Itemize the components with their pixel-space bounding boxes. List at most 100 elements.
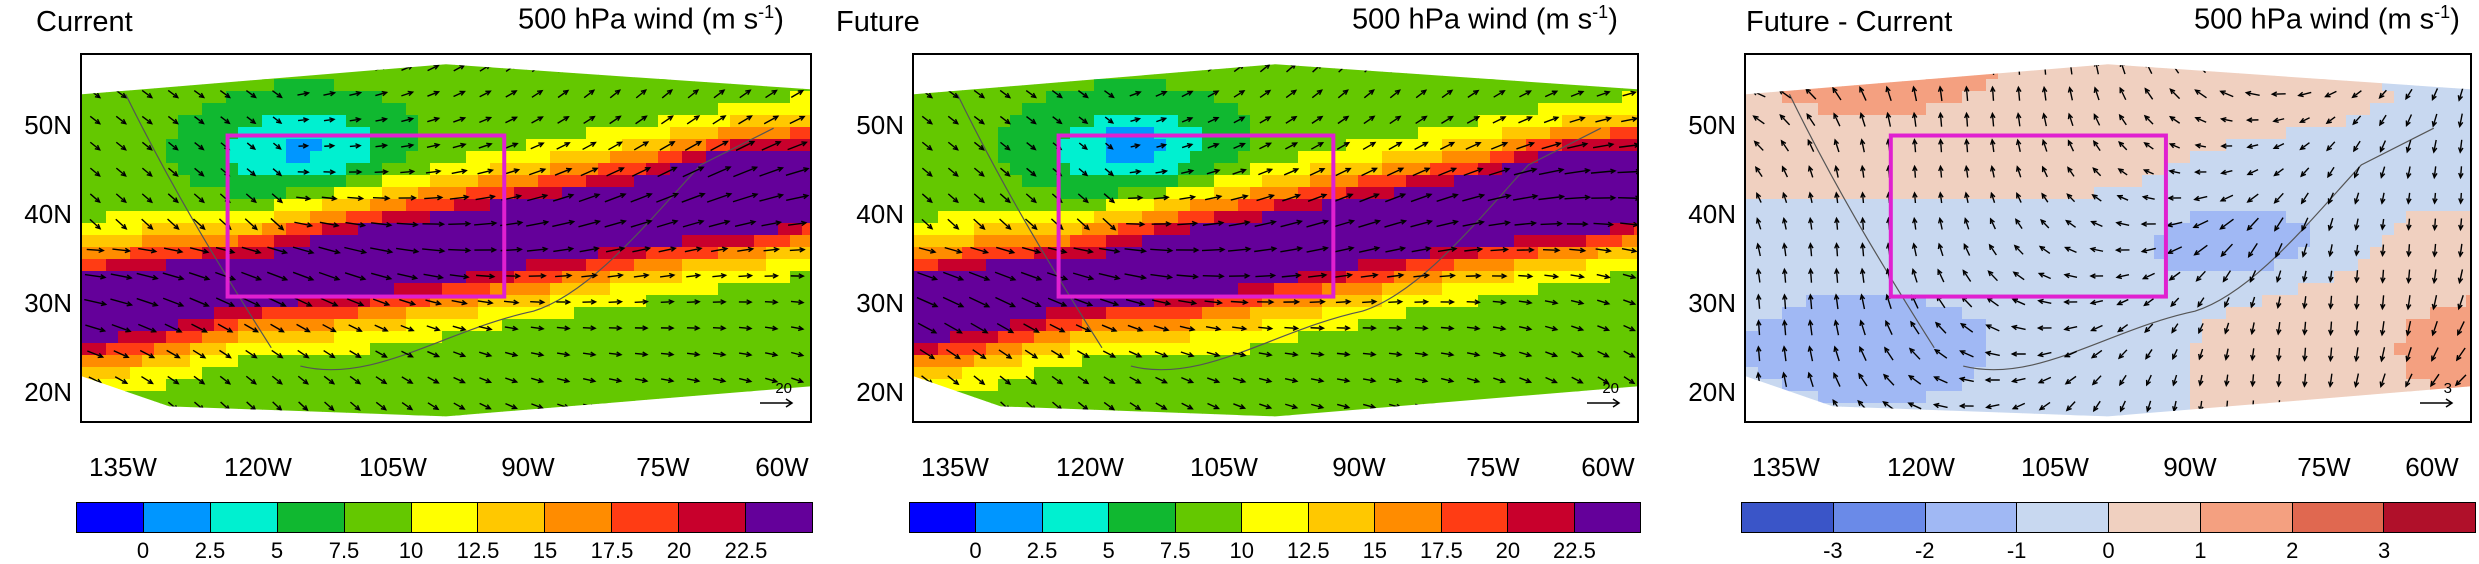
colorbar-swatch (976, 503, 1042, 532)
lon-label: 105W (2010, 452, 2100, 483)
colorbar-wind (909, 502, 1641, 533)
lon-label: 105W (1179, 452, 1269, 483)
filled-contours (82, 55, 810, 421)
lat-label: 50N (842, 110, 904, 141)
colorbar-swatch (1834, 503, 1926, 532)
lon-label: 60W (2387, 452, 2477, 483)
map-difference: 3 (1744, 53, 2472, 423)
panel-subtitle: 500 hPa wind (m s-1) (518, 2, 784, 37)
lat-label: 30N (10, 288, 72, 319)
colorbar-tick-label: 12.5 (448, 538, 508, 564)
colorbar-swatch (1442, 503, 1508, 532)
map-current: 20 (80, 53, 812, 423)
lon-label: 135W (910, 452, 1000, 483)
panel-title: Current (36, 6, 133, 39)
colorbar-tick-label: 7.5 (1145, 538, 1205, 564)
lon-label: 60W (737, 452, 827, 483)
colorbar-tick-label: 0 (946, 538, 1006, 564)
panel-difference: Future - Current 500 hPa wind (m s-1) 3 … (1652, 0, 2479, 561)
colorbar-swatch (2109, 503, 2201, 532)
panel-title: Future - Current (1746, 6, 1952, 39)
colorbar-swatch (77, 503, 144, 532)
lon-label: 75W (2279, 452, 2369, 483)
colorbar-tick-label: 17.5 (1411, 538, 1471, 564)
reference-vector-label: 20 (775, 380, 792, 397)
colorbar-wind (76, 502, 813, 533)
lon-label: 135W (1741, 452, 1831, 483)
colorbar-swatch (2384, 503, 2475, 532)
lat-label: 40N (1674, 199, 1736, 230)
colorbar-tick-label: -1 (1987, 538, 2047, 564)
colorbar-swatch (910, 503, 976, 532)
colorbar-tick-label: 2.5 (180, 538, 240, 564)
colorbar-tick-label: 2.5 (1012, 538, 1072, 564)
colorbar-tick-label: 17.5 (582, 538, 642, 564)
colorbar-swatch (1575, 503, 1640, 532)
colorbar-swatch (612, 503, 679, 532)
lon-label: 60W (1563, 452, 1653, 483)
colorbar-swatch (2017, 503, 2109, 532)
lon-label: 90W (2145, 452, 2235, 483)
lon-label: 90W (483, 452, 573, 483)
lon-label: 75W (1448, 452, 1538, 483)
lat-label: 20N (10, 377, 72, 408)
colorbar-swatch (1109, 503, 1175, 532)
lon-label: 75W (618, 452, 708, 483)
colorbar-swatch (345, 503, 412, 532)
lat-label: 20N (842, 377, 904, 408)
colorbar-swatch (1176, 503, 1242, 532)
wind-difference-map (1746, 55, 2470, 421)
colorbar-tick-label: 1 (2170, 538, 2230, 564)
filled-contours (914, 55, 1637, 421)
lon-label: 105W (348, 452, 438, 483)
wind-field-map (914, 55, 1637, 421)
colorbar-swatch (211, 503, 278, 532)
lon-label: 135W (78, 452, 168, 483)
panel-subtitle: 500 hPa wind (m s-1) (2194, 2, 2460, 37)
colorbar-tick-label: 20 (649, 538, 709, 564)
colorbar-tick-label: 10 (381, 538, 441, 564)
colorbar-swatch (746, 503, 812, 532)
colorbar-swatch (1375, 503, 1441, 532)
colorbar-swatch (545, 503, 612, 532)
colorbar-tick-label: -2 (1895, 538, 1955, 564)
colorbar-swatch (1508, 503, 1574, 532)
colorbar-tick-label: -3 (1803, 538, 1863, 564)
lon-label: 90W (1314, 452, 1404, 483)
colorbar-tick-label: 2 (2262, 538, 2322, 564)
lat-label: 30N (1674, 288, 1736, 319)
lon-label: 120W (1876, 452, 1966, 483)
colorbar-tick-label: 7.5 (314, 538, 374, 564)
colorbar-swatch (278, 503, 345, 532)
colorbar-tick-label: 5 (247, 538, 307, 564)
reference-vector-label: 20 (1602, 380, 1619, 397)
colorbar-swatch (2293, 503, 2385, 532)
lon-label: 120W (1045, 452, 1135, 483)
colorbar-tick-label: 0 (113, 538, 173, 564)
colorbar-tick-label: 12.5 (1278, 538, 1338, 564)
reference-vector-label: 3 (2444, 380, 2452, 397)
colorbar-tick-label: 20 (1478, 538, 1538, 564)
lat-label: 40N (10, 199, 72, 230)
colorbar-swatch (1926, 503, 2018, 532)
colorbar-swatch (478, 503, 545, 532)
filled-contours (1746, 55, 2470, 421)
panel-current: Current 500 hPa wind (m s-1) 20 50N 40N … (0, 0, 826, 561)
colorbar-swatch (2201, 503, 2293, 532)
colorbar-tick-label: 22.5 (716, 538, 776, 564)
colorbar-tick-label: 0 (2079, 538, 2139, 564)
colorbar-tick-label: 5 (1079, 538, 1139, 564)
lat-label: 40N (842, 199, 904, 230)
lat-label: 20N (1674, 377, 1736, 408)
colorbar-swatch (144, 503, 211, 532)
lat-label: 30N (842, 288, 904, 319)
colorbar-swatch (1742, 503, 1834, 532)
colorbar-tick-label: 10 (1212, 538, 1272, 564)
colorbar-difference (1741, 502, 2476, 533)
colorbar-swatch (1043, 503, 1109, 532)
colorbar-swatch (1242, 503, 1308, 532)
lat-label: 50N (1674, 110, 1736, 141)
colorbar-swatch (412, 503, 479, 532)
panel-future: Future 500 hPa wind (m s-1) 20 50N 40N 3… (826, 0, 1652, 561)
wind-field-map (82, 55, 810, 421)
